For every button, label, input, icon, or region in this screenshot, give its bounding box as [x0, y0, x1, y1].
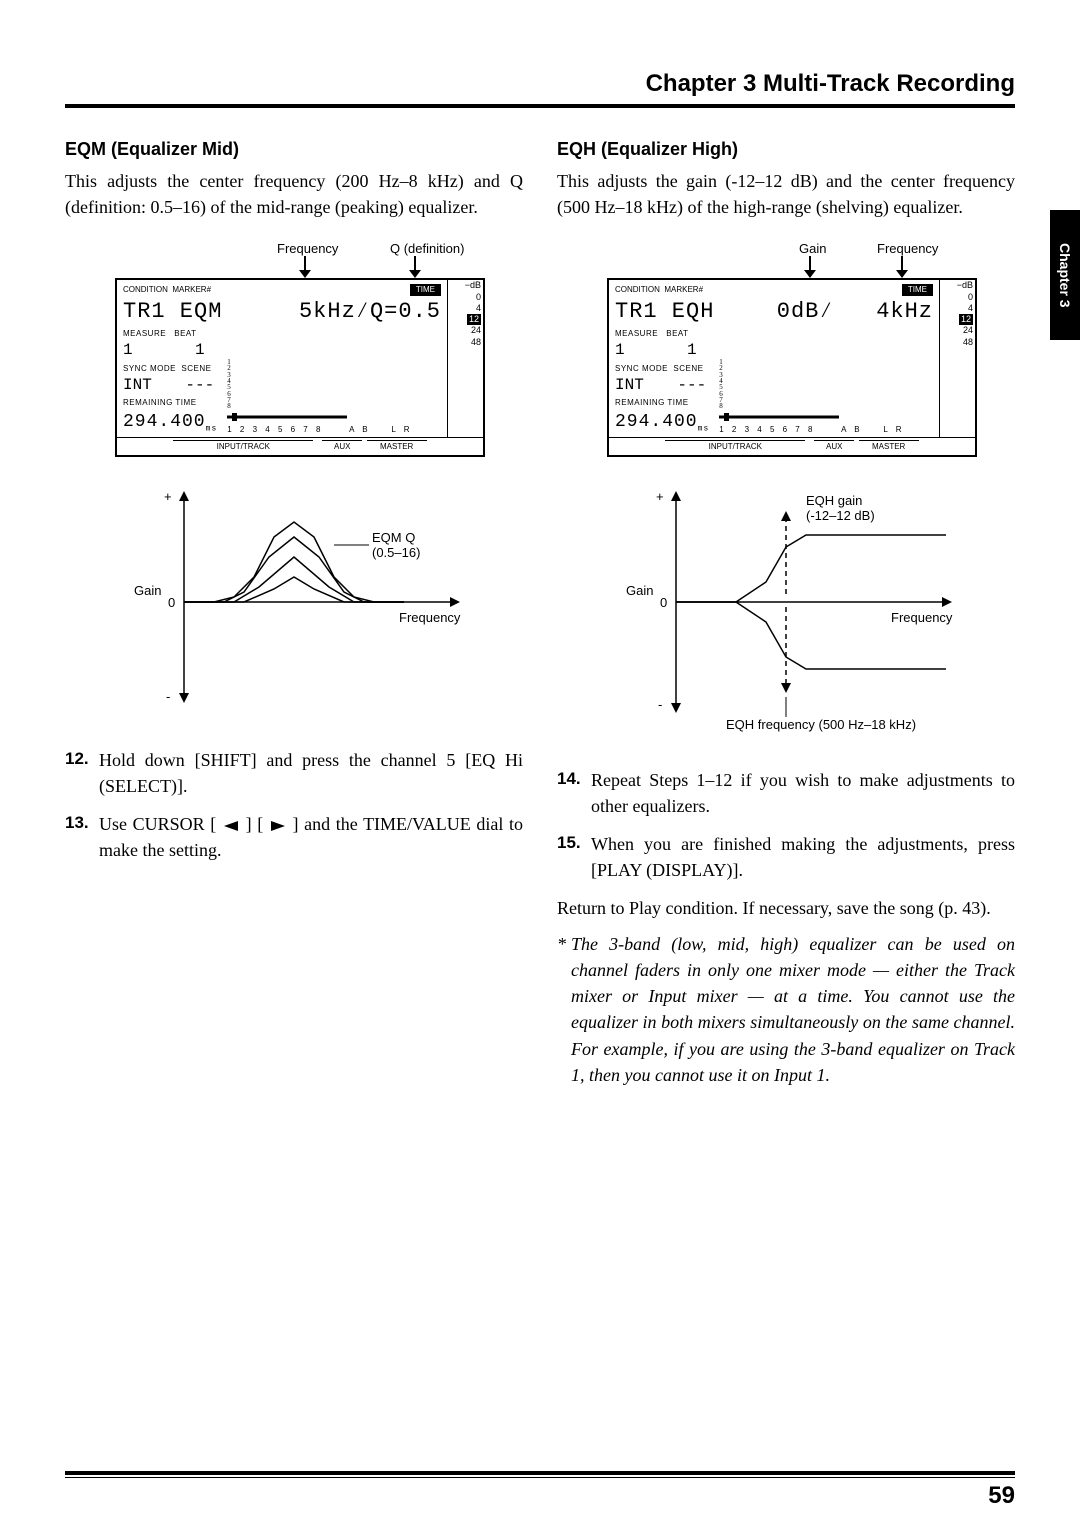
lcd-big-left: TR1 EQH	[615, 296, 714, 328]
step-num: 12.	[65, 747, 99, 799]
svg-text:EQH gain: EQH gain	[806, 493, 862, 508]
svg-text:(0.5–16): (0.5–16)	[372, 545, 420, 560]
page-number: 59	[988, 1482, 1015, 1510]
lcd-int: INT	[123, 374, 152, 397]
footer-rule-thin	[65, 1477, 1015, 1478]
lcd-remain: REMAINING TIME	[123, 397, 217, 409]
return-text: Return to Play condition. If necessary, …	[557, 895, 1015, 921]
eqm-lcd-block: Frequency Q (definition) CONDITION MARKE…	[115, 240, 485, 456]
eqh-graph: + - 0 Gain Frequency EQH gain (-12–12 dB…	[596, 487, 976, 737]
step-num: 13.	[65, 811, 99, 863]
lcd-meter-icon	[719, 410, 899, 424]
lcd-sync: SYNC MODE	[123, 364, 176, 373]
eqm-intro: This adjusts the center frequency (200 H…	[65, 168, 523, 220]
lcd-condition: CONDITION	[615, 285, 660, 294]
step-text: When you are finished making the adjustm…	[591, 831, 1015, 883]
step-text: Hold down [SHIFT] and press the channel …	[99, 747, 523, 799]
eqm-curve-diagram: + - 0 Gain Frequency EQM Q (0.5–16)	[104, 487, 484, 717]
svg-text:0: 0	[660, 595, 667, 610]
page: Chapter 3 Multi-Track Recording Chapter …	[0, 0, 1080, 1528]
svg-text:Frequency: Frequency	[399, 610, 461, 625]
chapter-sidetab: Chapter 3	[1050, 210, 1080, 340]
svg-text:EQM Q: EQM Q	[372, 530, 415, 545]
lcd-side-scale: −dB 0 4 12 24 48	[447, 280, 483, 437]
lcd-meter-icon	[227, 410, 407, 424]
eqh-intro: This adjusts the gain (-12–12 dB) and th…	[557, 168, 1015, 220]
step-num: 14.	[557, 767, 591, 819]
eqh-curve-diagram: + - 0 Gain Frequency EQH gain (-12–12 dB…	[596, 487, 976, 737]
step-text: Use CURSOR [ ] [ ] and the TIME/VALUE di…	[99, 811, 523, 863]
lcd-beat: BEAT	[174, 329, 196, 338]
arrow-down-icon	[115, 256, 485, 278]
svg-text:+: +	[164, 489, 172, 504]
lcd-frame: CONDITION MARKER# TIME TR1 EQM 5kHz⁄Q=0.…	[115, 278, 485, 456]
lcd-mid-2: 1	[195, 339, 205, 362]
lcd-big-right: 5kHz⁄Q=0.5	[299, 296, 441, 328]
lcd-big-right-a: 0dB⁄	[777, 299, 834, 324]
left-column: EQM (Equalizer Mid) This adjusts the cen…	[65, 136, 523, 1088]
lcd-measure: MEASURE	[123, 329, 166, 338]
lcd-mid-1: 1	[123, 339, 133, 362]
lcd-frame: CONDITION MARKER# TIME TR1 EQH 0dB⁄ 4kHz…	[607, 278, 977, 456]
footnote: * The 3-band (low, mid, high) equalizer …	[557, 931, 1015, 1088]
eqh-lcd-block: Gain Frequency CONDITION MARKER#	[607, 240, 977, 456]
content-columns: EQM (Equalizer Mid) This adjusts the cen…	[65, 136, 1015, 1088]
lcd-bottom-mid: AUX	[322, 440, 362, 453]
lcd-condition: CONDITION	[123, 285, 168, 294]
svg-text:Gain: Gain	[626, 583, 653, 598]
right-column: EQH (Equalizer High) This adjusts the ga…	[557, 136, 1015, 1088]
lcd-big-left: TR1 EQM	[123, 296, 222, 328]
svg-text:-: -	[658, 697, 662, 712]
svg-text:EQH frequency (500 Hz–18 kHz): EQH frequency (500 Hz–18 kHz)	[726, 717, 916, 732]
lcd-time-badge: TIME	[902, 284, 933, 296]
lcd-big-right-b: 4kHz	[876, 299, 933, 324]
lcd-dashes: ---	[185, 374, 214, 397]
lcd-scene: SCENE	[181, 364, 211, 373]
cursor-left-icon	[222, 820, 240, 832]
svg-text:+: +	[656, 489, 664, 504]
lcd-time: 294.400	[123, 412, 206, 432]
eqh-title: EQH (Equalizer High)	[557, 136, 1015, 162]
lcd-side-scale: −dB 0 4 12 24 48	[939, 280, 975, 437]
lcd-lr: L R	[391, 425, 412, 434]
header-rule	[65, 104, 1015, 108]
svg-text:(-12–12 dB): (-12–12 dB)	[806, 508, 875, 523]
footnote-text: The 3-band (low, mid, high) equalizer ca…	[571, 931, 1015, 1088]
lcd-bottom-left: INPUT/TRACK	[173, 440, 313, 453]
step-num: 15.	[557, 831, 591, 883]
cursor-right-icon	[269, 820, 287, 832]
lcd-marker: MARKER#	[664, 285, 703, 294]
step-12: 12. Hold down [SHIFT] and press the chan…	[65, 747, 523, 799]
svg-text:Frequency: Frequency	[891, 610, 953, 625]
step-13: 13. Use CURSOR [ ] [ ] and the TIME/VALU…	[65, 811, 523, 863]
lcd-marker: MARKER#	[172, 285, 211, 294]
lcd-ab: A B	[349, 425, 370, 434]
eqm-title: EQM (Equalizer Mid)	[65, 136, 523, 162]
step-text: Repeat Steps 1–12 if you wish to make ad…	[591, 767, 1015, 819]
lcd-bottom-right: MASTER	[367, 440, 427, 453]
svg-text:-: -	[166, 689, 170, 704]
svg-text:0: 0	[168, 595, 175, 610]
arrow-down-icon	[607, 256, 977, 278]
chapter-header: Chapter 3 Multi-Track Recording	[65, 70, 1015, 98]
step-15: 15. When you are finished making the adj…	[557, 831, 1015, 883]
footer-rule-thick	[65, 1471, 1015, 1475]
footer	[65, 1471, 1015, 1478]
lcd-time-badge: TIME	[410, 284, 441, 296]
lcd-channels: 1 2 3 4 5 6 7 8	[227, 425, 323, 434]
svg-text:Gain: Gain	[134, 583, 161, 598]
step-14: 14. Repeat Steps 1–12 if you wish to mak…	[557, 767, 1015, 819]
eqm-graph: + - 0 Gain Frequency EQM Q (0.5–16)	[104, 487, 484, 717]
